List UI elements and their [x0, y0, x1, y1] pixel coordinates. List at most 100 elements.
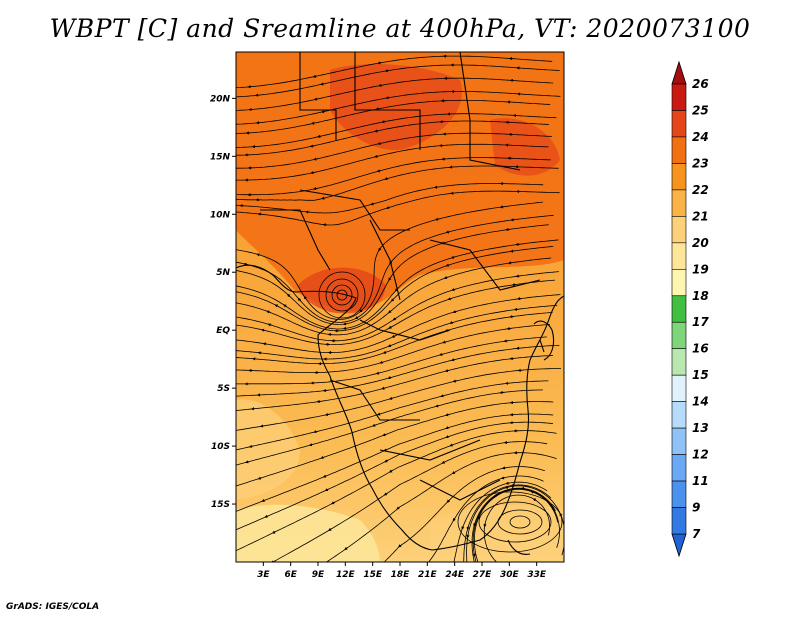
lon-tick-label: 21E — [418, 570, 438, 580]
colorbar-label: 24 — [692, 130, 709, 144]
streamline-arrow — [243, 262, 248, 266]
streamline — [236, 190, 560, 226]
streamline-arrow — [267, 323, 272, 327]
streamline-arrow — [312, 74, 318, 78]
streamline-arrow — [321, 196, 326, 200]
colorbar-label: 15 — [692, 368, 709, 382]
streamline-arrow — [384, 177, 389, 181]
streamline — [236, 401, 554, 487]
colorbar-box — [671, 216, 687, 244]
streamline-arrow — [264, 514, 269, 518]
streamline — [453, 481, 548, 562]
streamline — [236, 304, 558, 360]
streamline-arrow — [390, 298, 395, 302]
streamline — [236, 90, 561, 125]
streamline-arrow — [493, 494, 498, 498]
streamline-arrow — [445, 263, 451, 267]
streamline-arrow — [320, 109, 326, 114]
streamline — [236, 157, 551, 196]
streamline-arrow — [387, 376, 392, 380]
colorbar-top-triangle — [671, 60, 687, 85]
streamline-arrow — [385, 205, 391, 210]
streamline-arrow — [434, 217, 440, 221]
streamline-arrow — [392, 317, 397, 321]
colorbar-label: 25 — [692, 103, 709, 117]
lon-tick-label: 9E — [312, 570, 325, 580]
streamline-arrow — [446, 499, 451, 503]
streamline-arrow — [450, 358, 456, 362]
wbpt-cool-southwest — [236, 504, 380, 562]
colorbar-label: 23 — [692, 156, 709, 170]
streamline-arrow — [452, 310, 458, 314]
streamline-arrow — [451, 470, 456, 474]
streamline — [236, 380, 549, 451]
lat-tick-label: 15N — [210, 152, 231, 162]
streamline — [236, 120, 549, 156]
streamline-arrow — [445, 413, 450, 417]
colorbar-box — [671, 321, 687, 350]
streamline — [236, 239, 559, 330]
streamline-arrow — [310, 171, 315, 175]
streamline-arrow — [449, 321, 454, 325]
colorbar-label: 17 — [692, 315, 709, 329]
longitude-axis: 3E 6E 9E 12E 15E 18E 21E 24E 27E 30E 33E — [257, 562, 547, 580]
streamline-arrow — [379, 360, 384, 364]
streamline — [236, 257, 552, 336]
colorbar-box — [671, 268, 687, 297]
streamline-arrow — [445, 426, 450, 430]
streamline — [236, 336, 547, 385]
lat-tick-label: 5N — [216, 268, 230, 278]
streamline — [236, 132, 553, 169]
colorbar-box — [671, 480, 687, 508]
streamline-arrow — [342, 322, 348, 326]
map-title: WBPT [C] and Sreamline at 400hPa, VT: 20… — [49, 14, 751, 43]
streamline — [428, 475, 544, 562]
colorbar-box — [671, 136, 687, 164]
colorbar-label: 7 — [692, 527, 701, 541]
streamline-arrow — [313, 97, 319, 101]
streamline-arrow — [388, 469, 394, 473]
streamline-arrow — [377, 141, 382, 145]
colorbar-box — [671, 189, 687, 217]
streamline-arrow — [375, 371, 381, 375]
streamline-arrow — [501, 466, 507, 470]
colorbar-label: 19 — [692, 262, 709, 276]
streamline — [471, 487, 556, 562]
streamline-arrow — [442, 340, 447, 344]
streamline-arrow — [245, 460, 250, 464]
streamline-arrow — [452, 517, 456, 522]
colorbar-box — [671, 374, 687, 402]
latitude-axis: 20N 15N 10N 5N EQ 5S 10S 15S — [210, 94, 236, 510]
colorbar-box — [671, 507, 687, 535]
streamline-arrow — [504, 485, 510, 489]
lat-tick-label: 10S — [211, 442, 230, 452]
grads-credit: GrADS: IGES/COLA — [6, 602, 100, 612]
streamline — [236, 344, 560, 397]
streamline-arrow — [530, 490, 535, 494]
colorbar-box — [671, 110, 687, 138]
lon-tick-label: 3E — [257, 570, 270, 580]
colorbar-label: 16 — [692, 342, 709, 356]
wbpt-cool-west — [236, 399, 300, 500]
streamline — [236, 143, 549, 181]
streamline-arrow — [434, 404, 440, 408]
streamline — [236, 113, 557, 148]
streamline-arrow — [445, 230, 451, 234]
streamline-arrow — [354, 316, 360, 319]
streamline-arrow — [261, 498, 266, 502]
streamline-arrow — [378, 247, 382, 252]
lat-tick-label: 15S — [211, 500, 230, 510]
streamline-arrow — [320, 455, 325, 459]
lon-tick-label: 24E — [445, 570, 465, 580]
lat-tick-label: 10N — [210, 210, 231, 220]
streamline-arrow — [466, 533, 470, 539]
streamline-arrow — [385, 96, 390, 100]
streamline-arrow — [551, 506, 555, 511]
streamline-arrow — [384, 459, 389, 463]
streamline — [236, 312, 553, 365]
streamline-arrow — [375, 107, 380, 111]
streamline-arrow — [309, 144, 315, 148]
streamline-arrow — [256, 253, 261, 257]
streamline-arrow — [313, 157, 318, 161]
